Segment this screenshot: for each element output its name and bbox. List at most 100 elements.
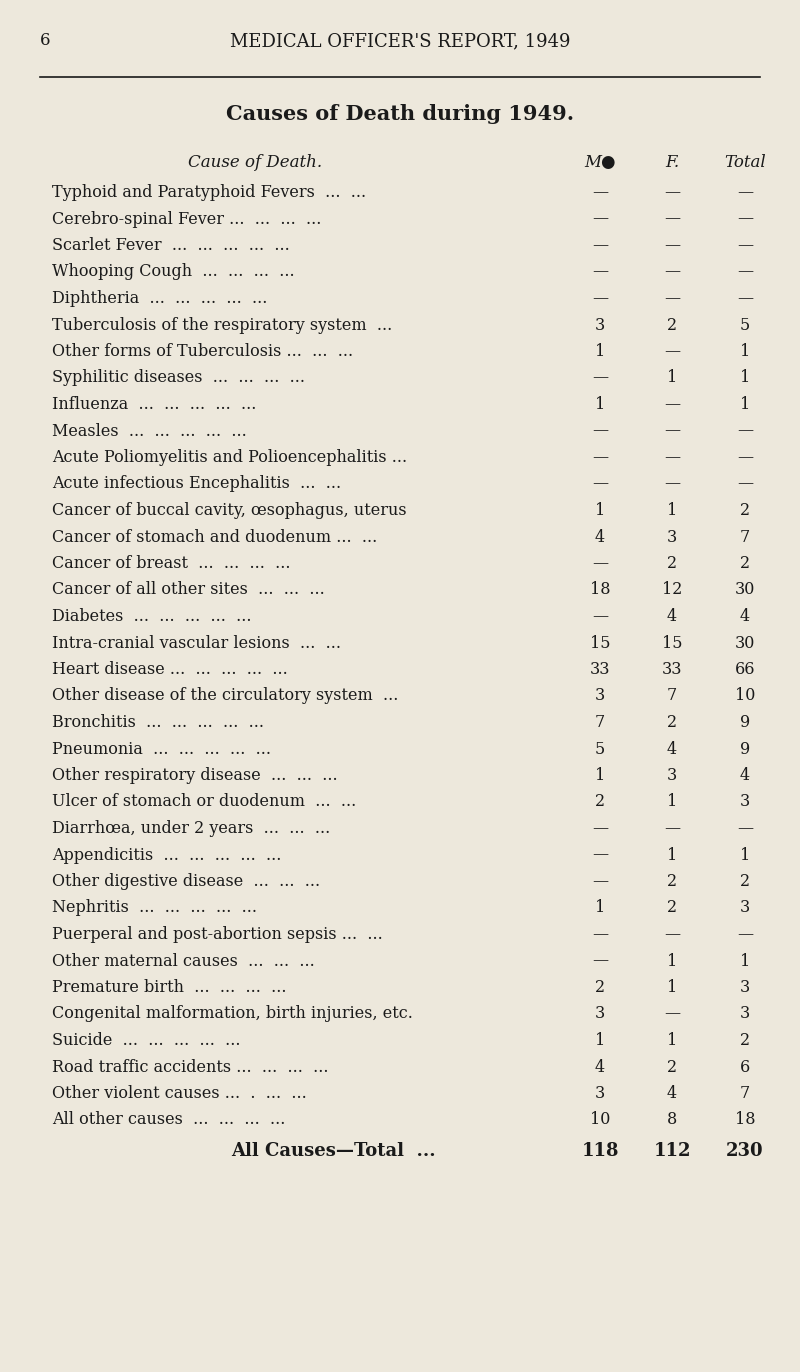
Text: Intra-cranial vascular lesions  ...  ...: Intra-cranial vascular lesions ... ... (52, 634, 351, 652)
Text: 4: 4 (740, 767, 750, 783)
Text: 1: 1 (740, 369, 750, 387)
Text: Puerperal and post-abortion sepsis ...  ...: Puerperal and post-abortion sepsis ... .… (52, 926, 393, 943)
Text: 1: 1 (667, 369, 677, 387)
Text: 7: 7 (595, 713, 605, 731)
Text: —: — (737, 210, 753, 228)
Text: 5: 5 (595, 741, 605, 757)
Text: Cause of Death.: Cause of Death. (188, 154, 322, 172)
Text: Road traffic accidents ...  ...  ...  ...: Road traffic accidents ... ... ... ... (52, 1059, 338, 1076)
Text: 1: 1 (595, 1032, 605, 1050)
Text: —: — (737, 184, 753, 202)
Text: —: — (664, 343, 680, 359)
Text: 7: 7 (740, 528, 750, 546)
Text: —: — (592, 210, 608, 228)
Text: —: — (664, 926, 680, 943)
Text: F.: F. (665, 154, 679, 172)
Text: 1: 1 (667, 980, 677, 996)
Text: Other forms of Tuberculosis ...  ...  ...: Other forms of Tuberculosis ... ... ... (52, 343, 363, 359)
Text: —: — (737, 289, 753, 307)
Text: Cancer of buccal cavity, œsophagus, uterus: Cancer of buccal cavity, œsophagus, uter… (52, 502, 406, 519)
Text: 3: 3 (667, 528, 677, 546)
Text: Cancer of stomach and duodenum ...  ...: Cancer of stomach and duodenum ... ... (52, 528, 387, 546)
Text: —: — (737, 449, 753, 466)
Text: —: — (592, 820, 608, 837)
Text: 2: 2 (740, 556, 750, 572)
Text: 10: 10 (735, 687, 755, 704)
Text: 1: 1 (740, 343, 750, 359)
Text: Tuberculosis of the respiratory system  ...: Tuberculosis of the respiratory system .… (52, 317, 402, 333)
Text: 4: 4 (667, 1085, 677, 1102)
Text: —: — (592, 289, 608, 307)
Text: 15: 15 (590, 634, 610, 652)
Text: Cancer of breast  ...  ...  ...  ...: Cancer of breast ... ... ... ... (52, 556, 301, 572)
Text: All Causes—Total  ...: All Causes—Total ... (231, 1142, 449, 1159)
Text: 112: 112 (654, 1142, 690, 1159)
Text: 4: 4 (667, 608, 677, 626)
Text: 3: 3 (740, 1006, 750, 1022)
Text: 6: 6 (740, 1059, 750, 1076)
Text: —: — (592, 873, 608, 890)
Text: 2: 2 (667, 1059, 677, 1076)
Text: Whooping Cough  ...  ...  ...  ...: Whooping Cough ... ... ... ... (52, 263, 305, 280)
Text: Causes of Death during 1949.: Causes of Death during 1949. (226, 104, 574, 123)
Text: —: — (737, 476, 753, 493)
Text: —: — (664, 449, 680, 466)
Text: —: — (664, 289, 680, 307)
Text: 1: 1 (595, 397, 605, 413)
Text: 15: 15 (662, 634, 682, 652)
Text: —: — (737, 263, 753, 280)
Text: Measles  ...  ...  ...  ...  ...: Measles ... ... ... ... ... (52, 423, 257, 439)
Text: 3: 3 (740, 793, 750, 811)
Text: —: — (592, 556, 608, 572)
Text: 3: 3 (595, 687, 605, 704)
Text: —: — (664, 263, 680, 280)
Text: 30: 30 (735, 582, 755, 598)
Text: 2: 2 (667, 873, 677, 890)
Text: 3: 3 (595, 1085, 605, 1102)
Text: Other respiratory disease  ...  ...  ...: Other respiratory disease ... ... ... (52, 767, 348, 783)
Text: —: — (592, 423, 608, 439)
Text: Cancer of all other sites  ...  ...  ...: Cancer of all other sites ... ... ... (52, 582, 335, 598)
Text: 1: 1 (667, 952, 677, 970)
Text: 4: 4 (595, 1059, 605, 1076)
Text: 7: 7 (667, 687, 677, 704)
Text: —: — (592, 926, 608, 943)
Text: Acute infectious Encephalitis  ...  ...: Acute infectious Encephalitis ... ... (52, 476, 351, 493)
Text: Typhoid and Paratyphoid Fevers  ...  ...: Typhoid and Paratyphoid Fevers ... ... (52, 184, 376, 202)
Text: 30: 30 (735, 634, 755, 652)
Text: Influenza  ...  ...  ...  ...  ...: Influenza ... ... ... ... ... (52, 397, 266, 413)
Text: —: — (737, 820, 753, 837)
Text: 1: 1 (595, 502, 605, 519)
Text: 4: 4 (740, 608, 750, 626)
Text: —: — (592, 449, 608, 466)
Text: Pneumonia  ...  ...  ...  ...  ...: Pneumonia ... ... ... ... ... (52, 741, 282, 757)
Text: —: — (664, 210, 680, 228)
Text: 3: 3 (667, 767, 677, 783)
Text: —: — (664, 237, 680, 254)
Text: 118: 118 (582, 1142, 618, 1159)
Text: Suicide  ...  ...  ...  ...  ...: Suicide ... ... ... ... ... (52, 1032, 250, 1050)
Text: 10: 10 (590, 1111, 610, 1129)
Text: 2: 2 (740, 502, 750, 519)
Text: —: — (737, 423, 753, 439)
Text: 3: 3 (595, 317, 605, 333)
Text: 1: 1 (595, 343, 605, 359)
Text: 9: 9 (740, 741, 750, 757)
Text: Acute Poliomyelitis and Polioencephalitis ...: Acute Poliomyelitis and Polioencephaliti… (52, 449, 418, 466)
Text: 9: 9 (740, 713, 750, 731)
Text: Bronchitis  ...  ...  ...  ...  ...: Bronchitis ... ... ... ... ... (52, 713, 274, 731)
Text: 1: 1 (595, 900, 605, 916)
Text: 2: 2 (667, 900, 677, 916)
Text: 2: 2 (667, 317, 677, 333)
Text: 2: 2 (667, 556, 677, 572)
Text: 5: 5 (740, 317, 750, 333)
Text: 3: 3 (740, 900, 750, 916)
Text: Total: Total (724, 154, 766, 172)
Text: 1: 1 (595, 767, 605, 783)
Text: Ulcer of stomach or duodenum  ...  ...: Ulcer of stomach or duodenum ... ... (52, 793, 366, 811)
Text: 2: 2 (595, 980, 605, 996)
Text: Heart disease ...  ...  ...  ...  ...: Heart disease ... ... ... ... ... (52, 661, 298, 678)
Text: MEDICAL OFFICER'S REPORT, 1949: MEDICAL OFFICER'S REPORT, 1949 (230, 32, 570, 49)
Text: Other digestive disease  ...  ...  ...: Other digestive disease ... ... ... (52, 873, 330, 890)
Text: 1: 1 (667, 847, 677, 863)
